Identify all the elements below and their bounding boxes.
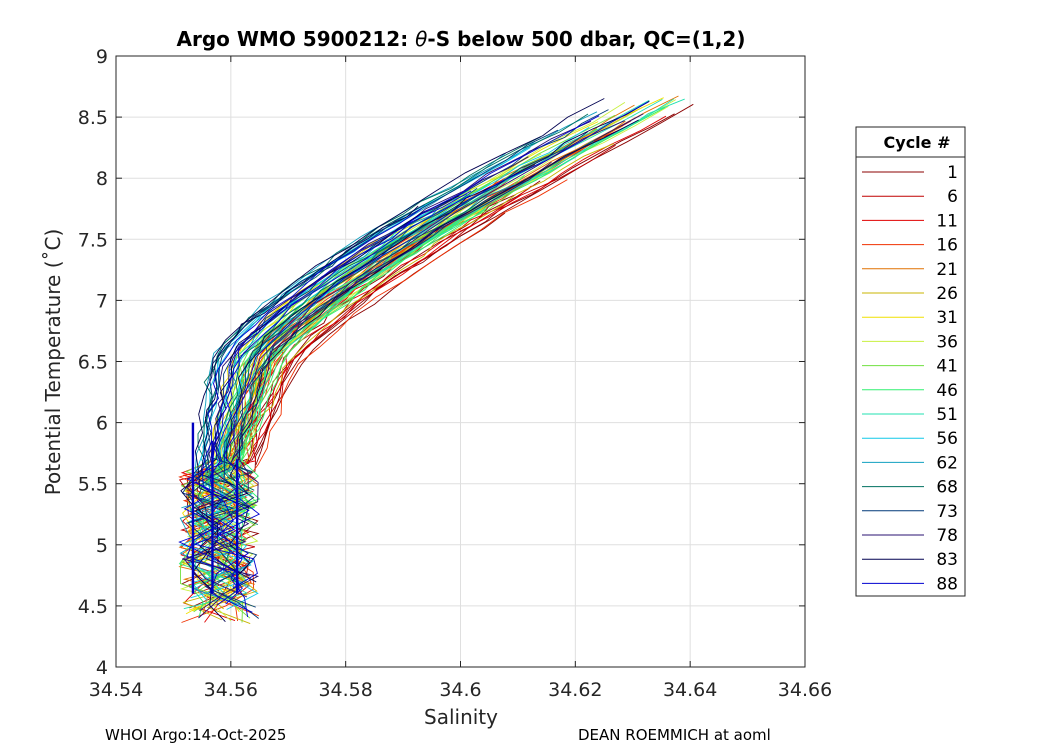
profile-line: [226, 100, 650, 462]
legend-entry-label: 6: [947, 187, 958, 207]
y-tick-label: 6.5: [78, 352, 108, 374]
legend-entry-label: 36: [936, 332, 958, 352]
legend-entry-label: 51: [936, 405, 958, 425]
legend-entry-label: 26: [936, 284, 958, 304]
y-tick-label: 8: [96, 168, 108, 190]
y-tick-label: 4: [96, 657, 108, 679]
legend-box: [855, 126, 966, 597]
profile-line: [182, 161, 552, 612]
x-tick-label: 34.56: [204, 679, 258, 701]
legend-entry-label: 31: [936, 308, 958, 328]
profile-line: [193, 98, 674, 534]
legend-entry-label: 83: [936, 550, 958, 570]
legend-entry-label: 46: [936, 381, 958, 401]
x-tick-label: 34.62: [548, 679, 602, 701]
profile-line: [206, 98, 685, 481]
x-axis-label: Salinity: [424, 705, 498, 729]
y-tick-label: 7.5: [78, 229, 108, 251]
legend-entry-label: 62: [936, 453, 958, 473]
legend-entry-label: 73: [936, 502, 958, 522]
profile-line: [189, 208, 486, 618]
legend-entry-label: 56: [936, 429, 958, 449]
legend-entry-label: 1: [947, 163, 958, 183]
y-tick-label: 5.5: [78, 474, 108, 496]
legend-entry-label: 11: [936, 211, 958, 231]
chart-title: Argo WMO 5900212: θ-S below 500 dbar, QC…: [177, 27, 746, 51]
y-tick-label: 5: [96, 535, 108, 557]
x-tick-label: 34.66: [778, 679, 832, 701]
profile-line: [210, 109, 609, 473]
profile-line: [192, 208, 422, 589]
profile-line: [179, 145, 569, 608]
legend-entry-label: 68: [936, 478, 958, 498]
axis-ticks: 34.54 34.56 34.58 34.6 34.62 34.64 34.66 4 4.5 5 5…: [78, 46, 832, 701]
profile-line: [183, 115, 667, 491]
profile-line: [194, 115, 600, 617]
legend-entry-label: 41: [936, 357, 958, 377]
y-tick-label: 8.5: [78, 107, 108, 129]
legend: Cycle # 16111621263136414651566268737883…: [855, 126, 966, 597]
y-tick-label: 6: [96, 413, 108, 435]
y-tick-label: 9: [96, 46, 108, 68]
x-tick-label: 34.58: [318, 679, 372, 701]
footer-left: WHOI Argo:14-Oct-2025: [105, 726, 287, 744]
y-axis-label: Potential Temperature (˚C): [41, 229, 65, 496]
x-tick-label: 34.54: [89, 679, 143, 701]
legend-title: Cycle #: [884, 133, 951, 152]
legend-entry-label: 88: [936, 574, 958, 594]
profile-line: [207, 196, 488, 477]
legend-entry-label: 78: [936, 526, 958, 546]
profile-line: [198, 131, 588, 608]
footer-right: DEAN ROEMMICH at aoml: [578, 726, 771, 744]
legend-entry-label: 16: [936, 236, 958, 256]
y-tick-label: 4.5: [78, 596, 108, 618]
profile-line: [205, 120, 592, 577]
profile-series: [178, 95, 694, 625]
profile-line: [200, 205, 419, 486]
profile-line: [196, 187, 478, 526]
profile-line: [187, 113, 589, 587]
profile-line: [255, 113, 675, 466]
y-tick-label: 7: [96, 290, 108, 312]
x-tick-label: 34.6: [439, 679, 481, 701]
x-tick-label: 34.64: [663, 679, 717, 701]
profile-line: [232, 168, 544, 460]
legend-entry-label: 21: [936, 260, 958, 280]
profile-line: [209, 101, 649, 613]
profile-line: [185, 120, 625, 598]
profile-line: [241, 143, 614, 469]
profile-line: [183, 190, 472, 605]
